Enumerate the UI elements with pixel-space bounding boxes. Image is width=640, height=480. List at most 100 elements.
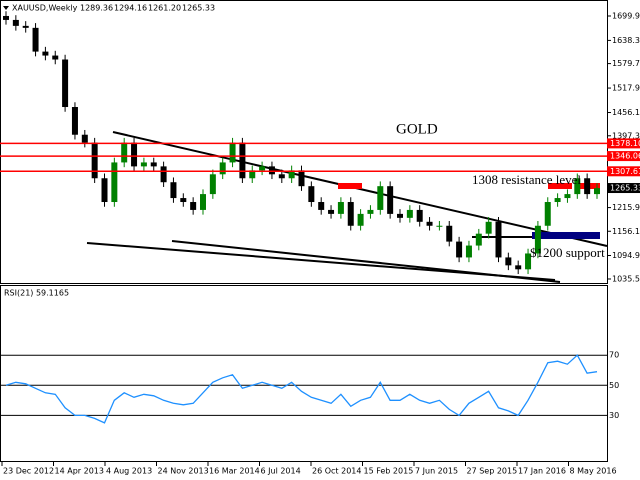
candle-body: [180, 198, 187, 203]
candle-body: [229, 142, 236, 163]
x-tick-label: 4 Aug 2013: [106, 467, 152, 476]
x-tick-label: 8 May 2016: [570, 467, 617, 476]
candle-body: [485, 221, 492, 234]
x-tick-label: 14 Apr 2013: [55, 467, 104, 476]
candle-body: [574, 178, 581, 195]
x-tick-label: 24 Nov 2013: [158, 467, 209, 476]
y-tick-label: 1035.55: [612, 274, 640, 283]
candle-body: [150, 162, 157, 167]
candle-body: [328, 209, 335, 214]
y-tick-label: 1638.30: [612, 36, 640, 45]
x-tick-label: 27 Sep 2015: [467, 467, 518, 476]
candle-body: [249, 170, 256, 179]
candle-body: [584, 178, 591, 195]
header-price: 1261.20: [148, 4, 181, 13]
candle-body: [387, 186, 394, 214]
candle-body: [268, 166, 275, 175]
candle-body: [505, 257, 512, 266]
candle-body: [564, 194, 571, 199]
indicator-title: RSI(21) 59.1165: [4, 289, 69, 298]
trend-line: [171, 240, 561, 283]
candle-body: [101, 178, 108, 203]
candle-body: [170, 182, 177, 199]
rsi-pane: [0, 285, 608, 462]
candle-body: [3, 15, 9, 20]
y-tick-label: 50: [609, 381, 619, 390]
candle-body: [308, 186, 315, 203]
y-tick-label: 1156.10: [612, 227, 640, 236]
menu-icon: [3, 6, 9, 10]
annotation: $1200 support: [530, 245, 605, 260]
candle-body: [475, 233, 482, 246]
candle-body: [160, 166, 167, 183]
resistance-marker: [338, 183, 362, 189]
candle-body: [278, 174, 285, 179]
candle-body: [52, 55, 59, 60]
candle-body: [594, 188, 600, 195]
candle-body: [367, 209, 374, 214]
candle-body: [515, 265, 522, 270]
y-tick-label: 1094.90: [612, 251, 640, 260]
candle-body: [42, 51, 49, 56]
candle-body: [357, 213, 364, 226]
level-label: 1378.10: [610, 139, 640, 148]
candle-body: [91, 142, 98, 179]
x-tick-label: 16 Mar 2014: [209, 467, 260, 476]
last-price-box: [607, 183, 640, 194]
x-tick-label: 6 Jul 2014: [261, 467, 301, 476]
candle-body: [190, 202, 197, 210]
candle-body: [406, 209, 413, 218]
candle-body: [436, 225, 443, 227]
header-price: 1289.36: [80, 4, 113, 13]
candle-body: [465, 245, 472, 258]
candle-body: [81, 134, 88, 143]
y-tick-label: 30: [609, 411, 619, 420]
last-price-label: 1265.33: [610, 184, 640, 193]
candle-body: [525, 253, 532, 270]
candle-body: [131, 142, 138, 167]
candle-body: [544, 202, 551, 226]
annotation: GOLD: [396, 121, 438, 137]
level-label-box: [607, 151, 640, 162]
candle-body: [111, 162, 118, 203]
candle-body: [209, 174, 216, 195]
y-tick-label: 1456.10: [612, 108, 640, 117]
y-tick-label: 1397.30: [612, 131, 640, 140]
support-zone: [532, 232, 600, 239]
resistance-marker: [548, 183, 572, 189]
y-tick-label: 1215.90: [612, 203, 640, 212]
header-price: 1265.33: [182, 4, 215, 13]
candle-body: [337, 202, 344, 214]
level-label-box: [607, 166, 640, 177]
candle-body: [377, 186, 384, 210]
candle-body: [426, 221, 433, 226]
candle-body: [22, 25, 29, 28]
candle-body: [318, 202, 325, 210]
candle-body: [456, 241, 463, 258]
candle-body: [534, 225, 541, 254]
candle-body: [554, 198, 561, 203]
y-tick-label: 1517.90: [612, 84, 640, 93]
x-tick-label: 23 Dec 2012: [3, 467, 54, 476]
candle-body: [446, 225, 453, 242]
candle-body: [347, 202, 354, 226]
candle-body: [259, 166, 266, 171]
candle-body: [200, 194, 206, 210]
candle-body: [219, 162, 226, 175]
candle-body: [239, 142, 246, 179]
candle-body: [140, 162, 147, 167]
y-tick-label: 1699.90: [612, 12, 640, 21]
x-tick-label: 15 Feb 2015: [364, 467, 414, 476]
level-label: 1346.06: [610, 152, 640, 161]
candle-body: [12, 19, 19, 26]
header-price: 1294.16: [114, 4, 147, 13]
x-tick-label: 17 Jan 2016: [518, 467, 566, 476]
x-tick-label: 7 Jun 2015: [415, 467, 458, 476]
annotation: 1308 resistance level: [472, 172, 581, 187]
level-label: 1307.61: [610, 167, 640, 176]
rsi-line: [5, 354, 598, 424]
candle-body: [416, 209, 423, 222]
candle-body: [71, 107, 78, 135]
